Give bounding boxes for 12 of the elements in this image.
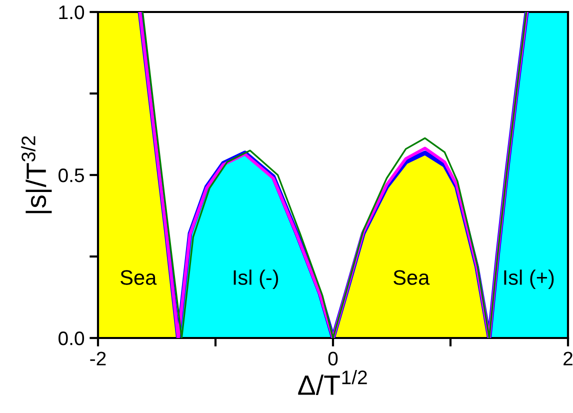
x-tick-label: 2 bbox=[564, 352, 572, 366]
y-tick-label: 0.0 bbox=[58, 331, 84, 346]
series-label: Sea bbox=[120, 270, 157, 285]
x-tick-label: -2 bbox=[90, 352, 106, 366]
y-tick-label: 1.0 bbox=[59, 5, 84, 20]
x-tick-label: 0 bbox=[328, 352, 338, 366]
series-label: Sea bbox=[394, 270, 430, 285]
series-label: Isl (+) bbox=[504, 270, 554, 290]
y-tick-label: 0.5 bbox=[58, 168, 84, 182]
x-axis-title: Δ/T$^{1/2}$ bbox=[298, 370, 367, 396]
series-label: Isl (-) bbox=[234, 270, 278, 290]
y-axis-title: |s|/T$^{3/2}$ bbox=[21, 136, 52, 214]
